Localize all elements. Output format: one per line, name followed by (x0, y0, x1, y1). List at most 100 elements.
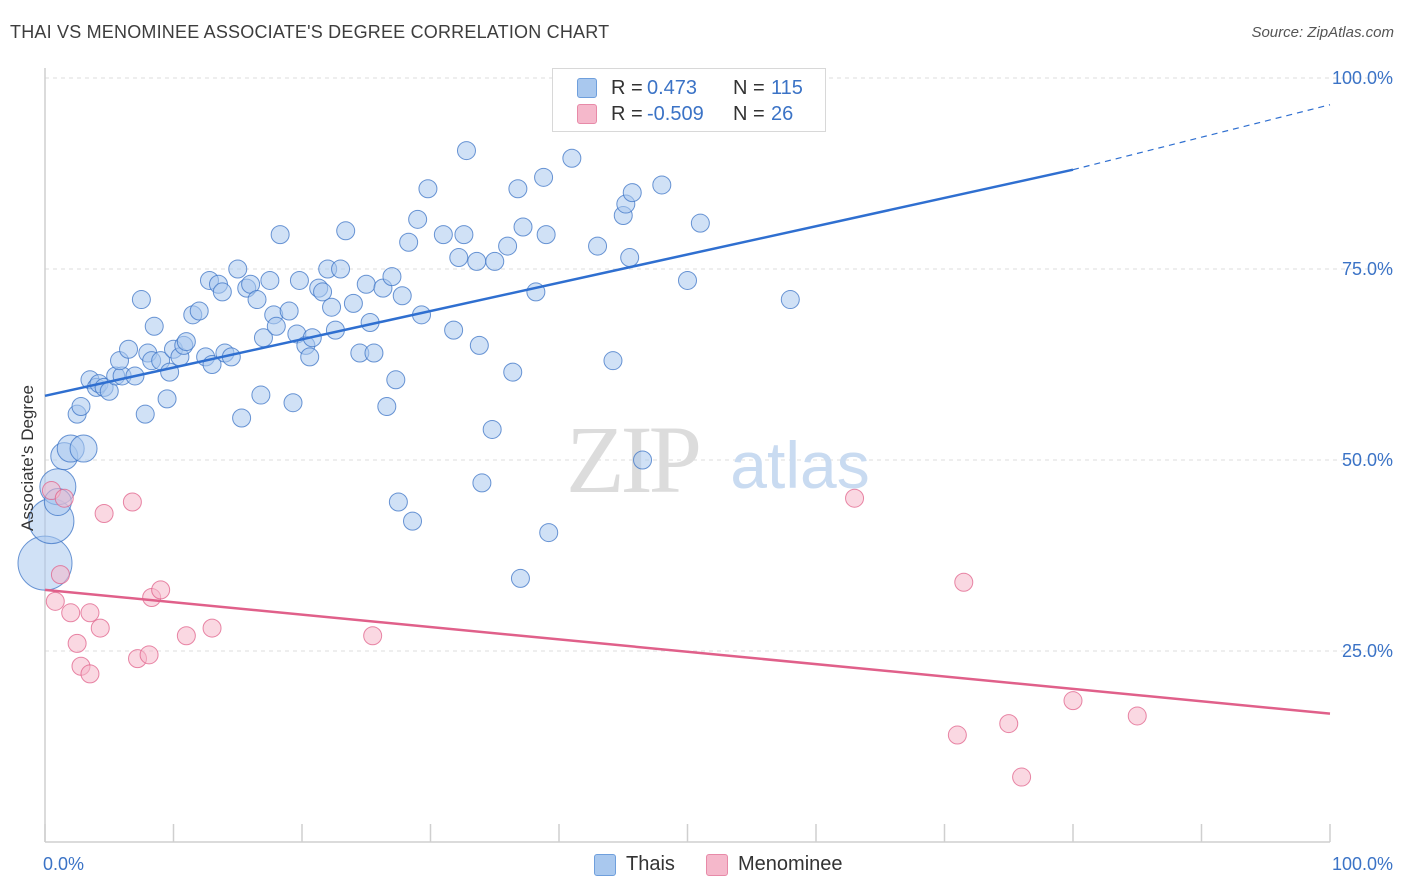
thais-point (289, 270, 309, 290)
thais-point (157, 389, 177, 409)
menominee-point (947, 725, 967, 745)
menominee-point (202, 618, 222, 638)
thais-point (482, 419, 502, 439)
thais-point (343, 293, 363, 313)
thais-point (620, 248, 640, 268)
menominee-point (845, 488, 865, 508)
thais-point (144, 316, 164, 336)
menominee-point (61, 603, 81, 623)
menominee-point (1063, 691, 1083, 711)
y-tick-label: 75.0% (1342, 259, 1393, 279)
thais-point (418, 179, 438, 199)
y-tick-label: 100.0% (1332, 68, 1393, 88)
x-tick-labels: 0.0% 100.0% (43, 854, 1393, 874)
menominee-point (45, 591, 65, 611)
menominee-point (122, 492, 142, 512)
thais-point (454, 225, 474, 245)
y-tick-label: 25.0% (1342, 641, 1393, 661)
thais-point (444, 320, 464, 340)
menominee-point (54, 488, 74, 508)
thais-swatch (594, 854, 616, 876)
r-label: R = (611, 77, 643, 99)
source-label: Source: ZipAtlas.com (1251, 24, 1394, 41)
thais-swatch (577, 78, 597, 98)
series-thais (17, 141, 800, 591)
watermark-zip: ZIP (566, 406, 699, 513)
n-label: N = (733, 103, 765, 125)
thais-point (386, 370, 406, 390)
thais-point (472, 473, 492, 493)
menominee-point (999, 714, 1019, 734)
thais-point (313, 282, 333, 302)
thais-point (536, 225, 556, 245)
thais-point (270, 225, 290, 245)
thais-point (212, 282, 232, 302)
thais-point (510, 568, 530, 588)
thais-point (135, 404, 155, 424)
thais-point (356, 274, 376, 294)
thais-point (408, 209, 428, 229)
menominee-point (80, 664, 100, 684)
r-value: -0.509 (647, 103, 704, 125)
chart-title: THAI VS MENOMINEE ASSOCIATE'S DEGREE COR… (10, 22, 610, 42)
thais-point (433, 225, 453, 245)
thais-point (382, 267, 402, 287)
n-value: 115 (771, 77, 803, 99)
thais-point (300, 347, 320, 367)
thais-point (498, 236, 518, 256)
x-tick-label-min: 0.0% (43, 854, 84, 874)
thais-point (336, 221, 356, 241)
menominee-swatch (706, 854, 728, 876)
stats-row-thais: R = 0.473 N = 115 (553, 75, 825, 101)
thais-point (364, 343, 384, 363)
thais-point (399, 232, 419, 252)
thais-point (539, 523, 559, 543)
thais-point (71, 397, 91, 417)
thais-point (633, 450, 653, 470)
menominee-point (139, 645, 159, 665)
thais-point (467, 251, 487, 271)
legend-label: Menominee (738, 853, 843, 875)
thais-point (392, 286, 412, 306)
n-value: 26 (771, 103, 794, 125)
thais-point (189, 301, 209, 321)
thais-point (678, 270, 697, 290)
r-value: 0.473 (647, 77, 698, 99)
menominee-point (94, 503, 114, 523)
thais-point (403, 511, 423, 531)
thais-trend-line (44, 168, 1074, 398)
y-tick-label: 50.0% (1342, 450, 1393, 470)
menominee-swatch (577, 104, 597, 124)
y-axis-label: Associate's Degree (18, 385, 37, 531)
thais-point (562, 148, 582, 168)
thais-point (266, 316, 286, 336)
thais-point (69, 434, 98, 463)
menominee-point (67, 633, 87, 653)
thais-trend-extension (1072, 104, 1331, 171)
thais-point (251, 385, 271, 405)
thais-point (119, 339, 139, 359)
menominee-point (954, 572, 974, 592)
thais-point (322, 297, 342, 317)
grid-lines (45, 77, 1392, 652)
thais-point (485, 251, 505, 271)
thais-point (232, 408, 252, 428)
thais-point (652, 175, 672, 195)
axes (44, 68, 1331, 843)
n-label: N = (733, 77, 765, 99)
menominee-point (80, 603, 100, 623)
x-tick-label-max: 100.0% (1332, 854, 1393, 874)
thais-point (503, 362, 523, 382)
menominee-point (90, 618, 110, 638)
thais-point (247, 290, 267, 310)
thais-point (780, 290, 800, 310)
menominee-point (50, 565, 70, 585)
menominee-point (1012, 767, 1032, 787)
stats-legend: R = 0.473 N = 115 R = -0.509 N = 26 (552, 68, 826, 132)
stats-row-menominee: R = -0.509 N = 26 (553, 101, 825, 127)
thais-point (588, 236, 608, 256)
series-menominee (41, 481, 1147, 787)
thais-point (176, 332, 196, 352)
menominee-point (1127, 706, 1147, 726)
